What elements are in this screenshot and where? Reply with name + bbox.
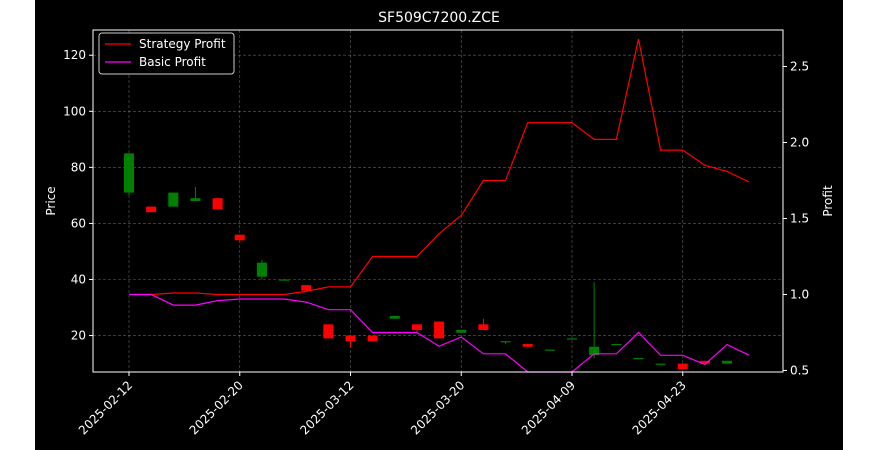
x-tick-label: 2025-04-09 (519, 378, 578, 437)
candle-body (434, 321, 445, 339)
candle-body (389, 315, 400, 319)
x-tick-label: 2025-02-12 (76, 378, 135, 437)
candles (124, 153, 733, 370)
candle-body (168, 192, 179, 207)
candle-body (146, 206, 157, 213)
candle-body (500, 341, 511, 343)
candle-body (301, 285, 312, 291)
right-axis-label: Profit (821, 185, 835, 217)
x-tick-label: 2025-03-12 (297, 378, 356, 437)
candle-body (367, 335, 378, 342)
basic-profit-line (129, 293, 750, 373)
chart-figure: SF509C7200.ZCE 20 40 60 80 100 120 0.5 1.0 1.5 2… (35, 0, 843, 450)
left-tick-label: 120 (63, 48, 86, 62)
left-tick-label: 60 (71, 216, 86, 230)
candle-body (190, 198, 201, 201)
x-tick-label: 2025-02-20 (187, 378, 246, 437)
left-tick-label: 80 (71, 160, 86, 174)
legend-label-strategy: Strategy Profit (139, 37, 226, 51)
candle-body (456, 329, 467, 333)
left-y-axis: 20 40 60 80 100 120 (63, 48, 93, 343)
candle-body (279, 279, 290, 281)
candle-body (212, 198, 223, 210)
chart-title: SF509C7200.ZCE (378, 10, 500, 26)
legend: Strategy Profit Basic Profit (98, 32, 235, 75)
right-tick-label: 2.5 (790, 59, 809, 73)
candle-body (124, 153, 134, 193)
left-tick-label: 40 (71, 272, 86, 286)
plot-frame (92, 29, 784, 373)
left-tick-label: 100 (63, 104, 86, 118)
candle-body (323, 324, 334, 339)
candle-body (677, 363, 688, 370)
candle-body (567, 338, 577, 340)
candle-body (722, 360, 733, 364)
left-tick-label: 20 (71, 329, 86, 343)
x-tick-label: 2025-04-23 (630, 378, 689, 437)
right-y-axis: 0.5 1.0 1.5 2.0 2.5 (783, 59, 809, 377)
right-tick-label: 0.5 (790, 363, 809, 377)
candle-body (256, 262, 267, 277)
candlestick-profit-chart: SF509C7200.ZCE 20 40 60 80 100 120 0.5 1.0 1.5 2… (44, 10, 835, 437)
legend-box (98, 32, 235, 75)
strategy-profit-line (129, 38, 750, 296)
candle-body (655, 363, 666, 365)
profit-lines (129, 38, 750, 373)
candle-body (345, 335, 356, 342)
right-tick-label: 1.5 (790, 211, 809, 225)
candle-body (478, 324, 489, 330)
candle-body (633, 357, 644, 360)
candle-body (411, 324, 422, 330)
legend-label-basic: Basic Profit (139, 55, 206, 69)
candle-body (234, 234, 245, 241)
candle-body (544, 349, 555, 351)
right-tick-label: 2.0 (790, 135, 809, 149)
candle-body (522, 343, 533, 347)
candle-body (589, 346, 600, 356)
right-tick-label: 1.0 (790, 287, 809, 301)
candle-body (611, 343, 622, 346)
x-tick-label: 2025-03-20 (408, 378, 467, 437)
candle-body (699, 360, 710, 364)
x-axis: 2025-02-12 2025-02-20 2025-03-12 2025-03-20… (76, 372, 689, 437)
left-axis-label: Price (44, 186, 58, 215)
